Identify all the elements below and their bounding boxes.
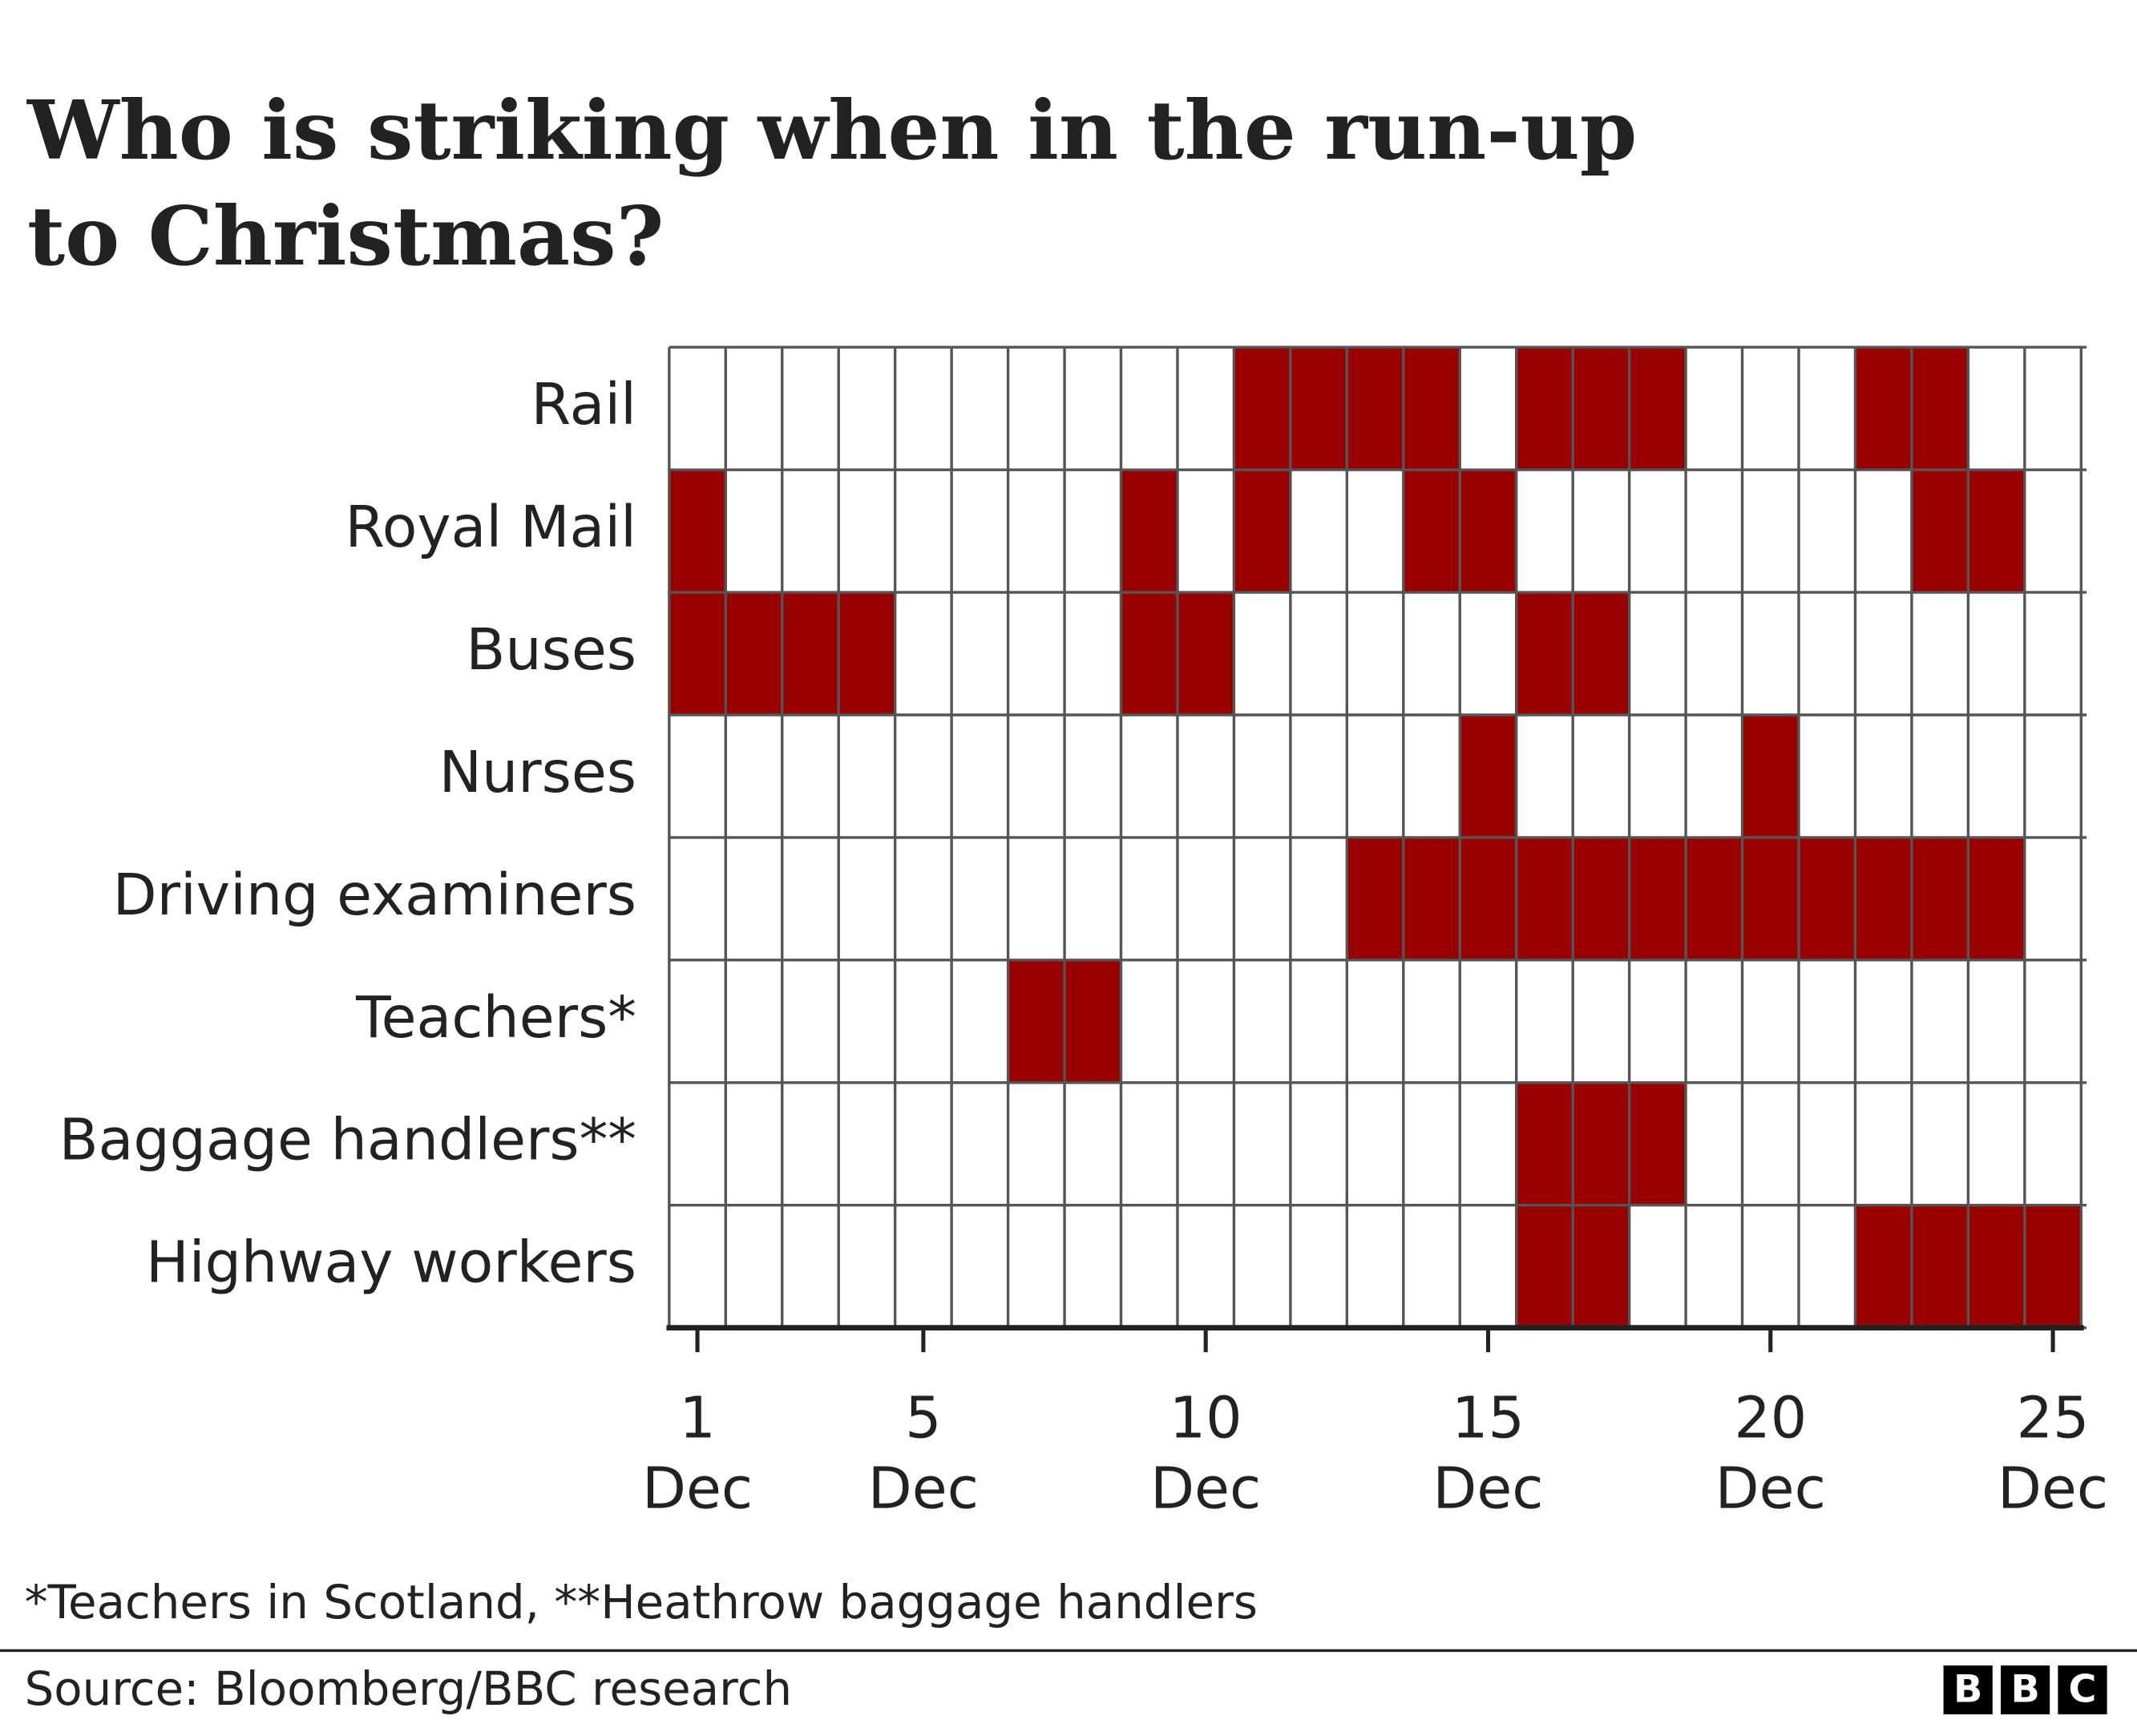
strike-day xyxy=(1516,837,1573,960)
strike-day xyxy=(2024,1205,2082,1328)
logo: B B C xyxy=(1943,1665,2107,1714)
strike-day xyxy=(1234,470,1291,593)
strike-day xyxy=(1855,347,1912,470)
strike-day xyxy=(1516,1205,1573,1328)
logo-letter: C xyxy=(2058,1665,2107,1714)
row-label: Rail xyxy=(531,371,636,438)
strike-day xyxy=(1799,837,1856,960)
strike-day xyxy=(1516,347,1573,470)
footnote: *Teachers in Scotland, **Heathrow baggag… xyxy=(24,1576,1258,1631)
strike-day xyxy=(1403,470,1460,593)
strike-day xyxy=(1911,837,1969,960)
strike-day xyxy=(1573,1082,1630,1205)
strike-day xyxy=(1911,347,1969,470)
x-tick-label: 20 Dec xyxy=(1715,1384,1826,1522)
strike-day xyxy=(1064,959,1121,1083)
row-label: Teachers* xyxy=(355,984,636,1051)
strike-day xyxy=(1403,837,1460,960)
strike-day xyxy=(1234,347,1291,470)
x-tick-label: 10 Dec xyxy=(1150,1384,1262,1522)
strike-day xyxy=(1911,470,1969,593)
source: Source: Bloomberg/BBC research xyxy=(24,1662,793,1718)
row-label: Royal Mail xyxy=(345,494,636,560)
strike-day xyxy=(725,592,782,715)
chart-title: Who is striking when in the run-up to Ch… xyxy=(27,83,1638,285)
row-label: Baggage handlers** xyxy=(59,1107,636,1173)
strike-day xyxy=(1573,1205,1630,1328)
strike-day xyxy=(1290,347,1347,470)
strike-day xyxy=(1177,592,1234,715)
strike-day xyxy=(1347,347,1404,470)
strike-day xyxy=(1460,714,1517,838)
strike-day xyxy=(1403,347,1460,470)
x-tick-label: 5 Dec xyxy=(867,1384,979,1522)
strike-day xyxy=(1121,592,1178,715)
x-tick-label: 1 Dec xyxy=(641,1384,753,1522)
strike-day xyxy=(1573,592,1630,715)
divider xyxy=(0,1649,2137,1653)
strike-day xyxy=(1573,837,1630,960)
strike-day xyxy=(669,470,726,593)
strike-day xyxy=(1911,1205,1969,1328)
logo-letter: B xyxy=(2000,1665,2050,1714)
strike-day xyxy=(1629,1082,1687,1205)
strike-day xyxy=(1629,347,1687,470)
strike-day xyxy=(1516,592,1573,715)
row-label: Buses xyxy=(466,616,636,683)
strike-day xyxy=(1460,470,1517,593)
logo-letter: B xyxy=(1943,1665,1993,1714)
strike-day xyxy=(838,592,895,715)
strike-day xyxy=(1968,1205,2025,1328)
strike-day xyxy=(1855,837,1912,960)
strike-day xyxy=(1629,837,1687,960)
strike-day xyxy=(782,592,839,715)
strike-day xyxy=(669,592,726,715)
x-tick-label: 25 Dec xyxy=(1997,1384,2109,1522)
strike-day xyxy=(1516,1082,1573,1205)
strike-day xyxy=(1742,837,1800,960)
strike-day xyxy=(1460,837,1517,960)
strike-day xyxy=(1008,959,1065,1083)
strike-day xyxy=(1573,347,1630,470)
strike-day xyxy=(1686,837,1743,960)
strike-day xyxy=(1347,837,1404,960)
row-label: Driving examiners xyxy=(113,862,636,928)
row-label: Nurses xyxy=(439,739,636,805)
row-label: Highway workers xyxy=(146,1229,636,1296)
strike-day xyxy=(1968,837,2025,960)
x-tick-label: 15 Dec xyxy=(1432,1384,1544,1522)
strike-day xyxy=(1742,714,1800,838)
strike-day xyxy=(1968,470,2025,593)
strike-day xyxy=(1855,1205,1912,1328)
strike-day xyxy=(1121,470,1178,593)
